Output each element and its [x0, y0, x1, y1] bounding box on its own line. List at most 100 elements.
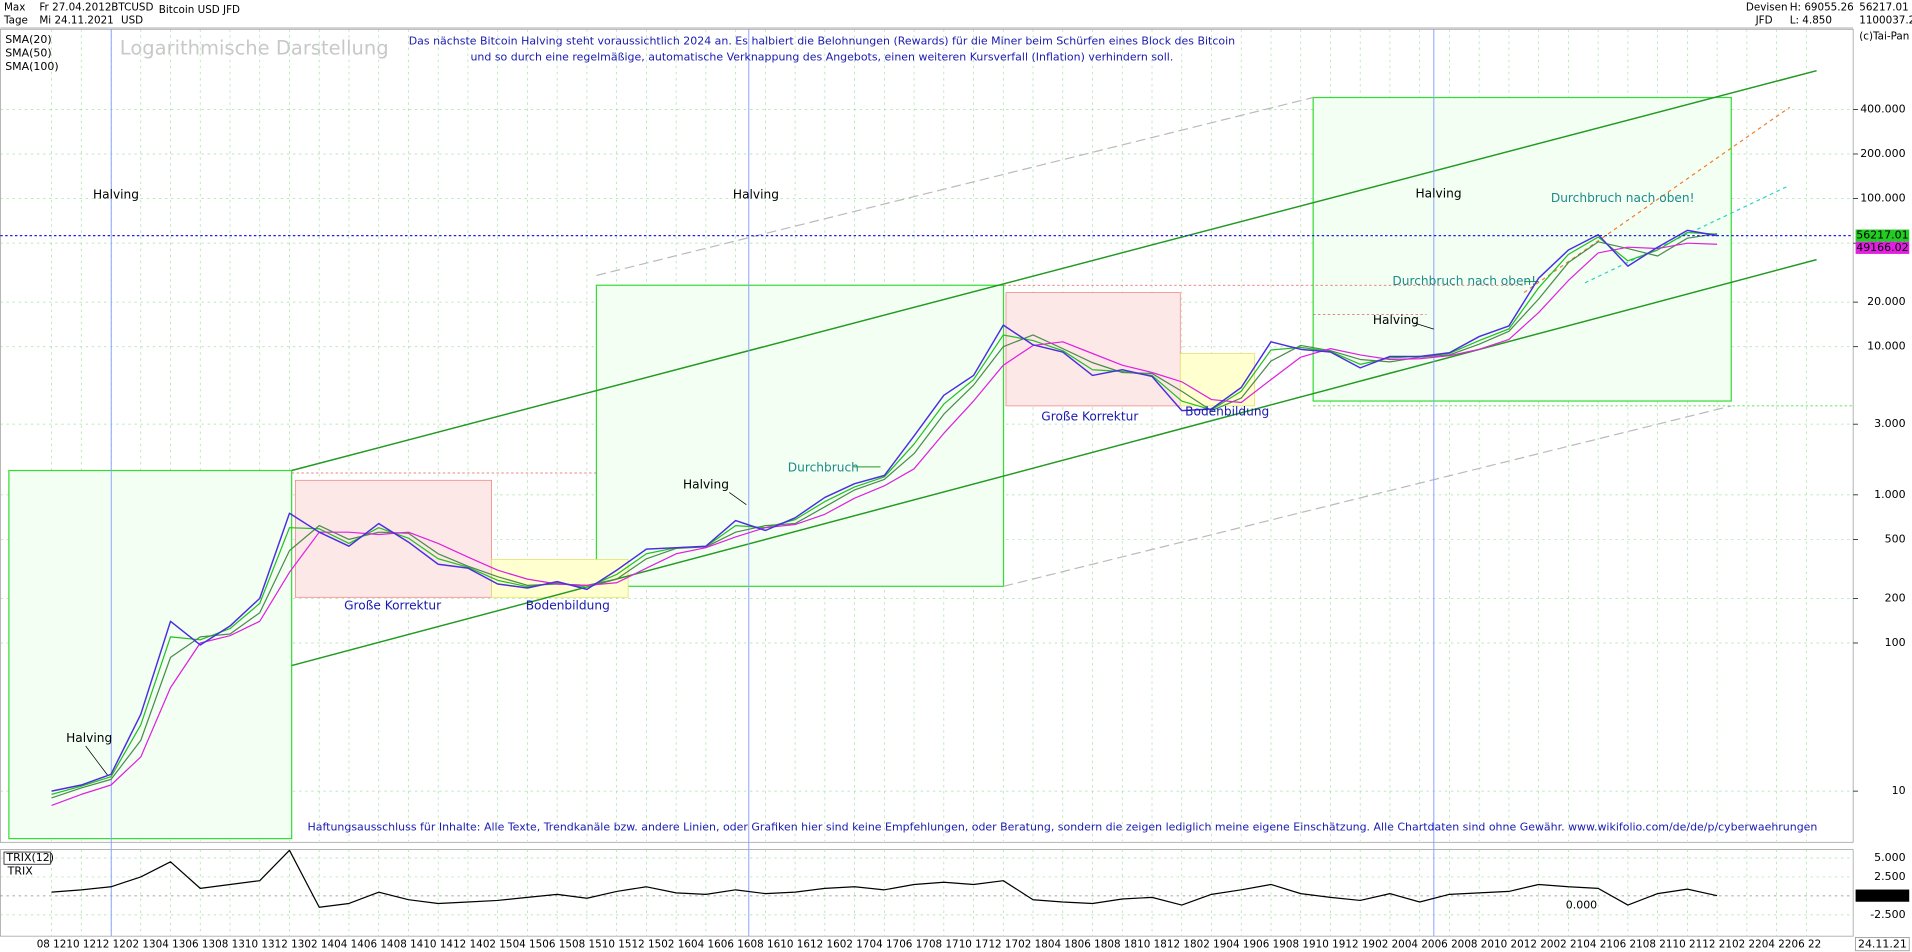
- marks: [0, 229, 1854, 908]
- annotation: Durchbruch nach oben!: [1551, 191, 1695, 205]
- sma-label: 49166.02: [1856, 241, 1908, 254]
- arrow: [85, 745, 108, 776]
- y-tick-label: 5.000: [1874, 851, 1905, 864]
- x-tick-label: 06 13: [185, 939, 215, 951]
- y-tick-label: -2.500: [1870, 908, 1905, 921]
- x-tick-label: 10 16: [780, 939, 810, 951]
- x-tick-label: 06 19: [1256, 939, 1286, 951]
- arrow: [729, 492, 747, 505]
- y-tick-label: 200.000: [1860, 147, 1905, 160]
- interval[interactable]: Tage: [3, 15, 28, 27]
- x-tick-label: 12 19: [1345, 939, 1375, 951]
- trix-label: 0.036: [1867, 889, 1898, 902]
- annotation: Durchbruch nach oben!: [1392, 274, 1536, 288]
- date-marker: 24.11.21: [1858, 938, 1907, 951]
- y-tick-label: 20.000: [1867, 295, 1905, 308]
- x-tick-label: 12 21: [1702, 939, 1732, 951]
- price-box: [1855, 229, 1910, 242]
- x-tick-label: 10 20: [1494, 939, 1524, 951]
- x-tick-label: 08 16: [751, 939, 781, 951]
- dashed-line: [1003, 405, 1732, 587]
- legend-entry: SMA(20): [5, 33, 51, 46]
- x-tick-label: 08 14: [394, 939, 424, 951]
- annotation: Große Korrektur: [1041, 409, 1138, 423]
- x-tick-label: 06 22: [1792, 939, 1822, 951]
- trix-title-box[interactable]: [3, 851, 51, 865]
- x-tick-label: 08 20: [1464, 939, 1494, 951]
- x-tick-label: 02 21: [1554, 939, 1584, 951]
- x-tick-label: 10 17: [959, 939, 989, 951]
- annotations: Logarithmische Darstellung Das nächste B…: [3, 33, 1910, 952]
- y-tick-label: 100.000: [1860, 192, 1905, 205]
- channel-line: [291, 258, 1817, 667]
- x-tick-label: 02 15: [483, 939, 513, 951]
- line: [51, 242, 1718, 807]
- arrow: [1414, 322, 1434, 330]
- trix-title: TRIX(12): [5, 851, 54, 864]
- x-tick-label: 02 16: [661, 939, 691, 951]
- annotation: Halving: [1416, 186, 1462, 200]
- x-tick-label: 02 18: [1018, 939, 1048, 951]
- y-tick-label: 10.000: [1867, 340, 1905, 353]
- x-tick-label: 10 21: [1673, 939, 1703, 951]
- y-tick-label: 400.000: [1860, 102, 1905, 115]
- x-tick-label: 04 22: [1762, 939, 1792, 951]
- x-tick-label: 10 15: [602, 939, 632, 951]
- x-tick-label: 06 20: [1435, 939, 1465, 951]
- range[interactable]: Max: [4, 1, 25, 13]
- x-tick-label: 10 18: [1137, 939, 1167, 951]
- x-tick-label: 04 19: [1226, 939, 1256, 951]
- x-tick-label: 10 12: [66, 939, 96, 951]
- x-tick-label: 06 15: [542, 939, 572, 951]
- disclaimer: Haftungsausschluss für Inhalte: Alle Tex…: [308, 821, 1818, 834]
- trix-legend: TRIX: [7, 865, 34, 878]
- x-tick-label: 04 16: [691, 939, 721, 951]
- note: Das nächste Bitcoin Halving steht voraus…: [409, 34, 1235, 47]
- trix-box: [1855, 889, 1910, 902]
- last-price: 56217.01: [1859, 1, 1908, 13]
- x-tick-label: 10 13: [245, 939, 275, 951]
- line: [51, 229, 1718, 792]
- y-tick-label: 1.000: [1874, 488, 1905, 501]
- legend-entry: SMA(50): [5, 47, 51, 60]
- x-tick-label: 06 21: [1613, 939, 1643, 951]
- x-tick-label: 10 14: [423, 939, 453, 951]
- x-tick-label: 04 21: [1583, 939, 1613, 951]
- x-tick-label: 12 17: [988, 939, 1018, 951]
- annotation: Halving: [1373, 313, 1419, 327]
- annotation: Durchbruch: [788, 461, 859, 475]
- y-tick-label: 200: [1885, 591, 1906, 604]
- broker: JFD: [1755, 15, 1773, 27]
- dashed-line: [1584, 184, 1791, 284]
- line: [51, 233, 1718, 799]
- instrument-name: Bitcoin USD JFD: [159, 4, 240, 16]
- low: L: 4.850: [1790, 15, 1832, 27]
- x-tick-label: 10 19: [1316, 939, 1346, 951]
- x-tick-label: 02 17: [840, 939, 870, 951]
- header: Max Tage Fr 27.04.2012 Mi 24.11.2021 BTC…: [0, 1, 1912, 43]
- x-tick-label: 02 14: [304, 939, 334, 951]
- annotation: Halving: [683, 478, 729, 492]
- x-tick-label: 12 13: [275, 939, 305, 951]
- copyright: (c)Tai-Pan: [1859, 31, 1909, 43]
- x-tick-label: 04 14: [334, 939, 364, 951]
- market: Devisen: [1746, 1, 1788, 13]
- x-tick-label: 12 18: [1167, 939, 1197, 951]
- x-tick-label: 02 13: [126, 939, 156, 951]
- x-tick-label: 12 14: [453, 939, 483, 951]
- box: [491, 559, 629, 598]
- annotation: Bodenbildung: [1185, 405, 1269, 419]
- x-tick-label: 04 13: [156, 939, 186, 951]
- subtitle: Logarithmische Darstellung: [120, 36, 389, 59]
- channel-line: [291, 69, 1817, 472]
- x-tick-label: 08 17: [929, 939, 959, 951]
- x-tick-label: 08 15: [572, 939, 602, 951]
- x-tick-label: 08 21: [1643, 939, 1673, 951]
- x-tick-label: 08 12: [37, 939, 67, 951]
- x-tick-label: 12 12: [96, 939, 126, 951]
- top-value: 1100037.2: [1859, 15, 1912, 27]
- y-tick-label: 2.500: [1874, 870, 1905, 883]
- annotation: Halving: [66, 731, 112, 745]
- box: [8, 469, 293, 840]
